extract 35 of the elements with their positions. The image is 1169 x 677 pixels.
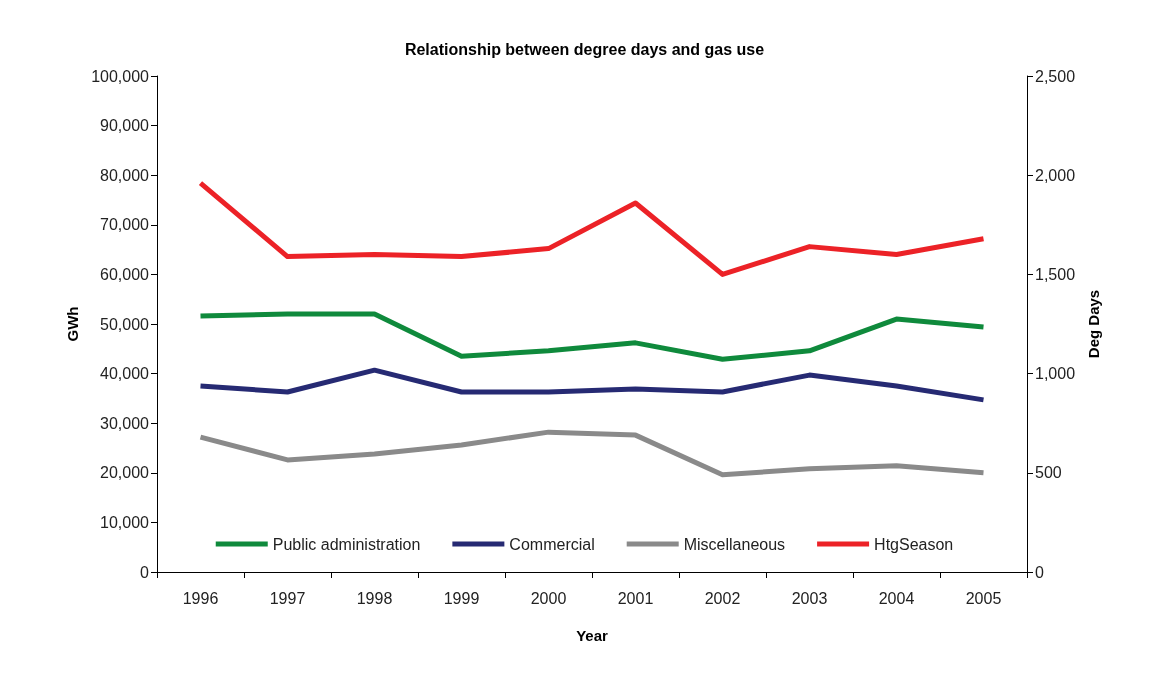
x-tick-label: 1997 — [269, 589, 306, 607]
y2-tick-label: 2,500 — [1035, 67, 1076, 85]
y-axis-title: GWh — [64, 306, 82, 342]
y-tick-label: 50,000 — [100, 315, 150, 333]
y-tick-label: 60,000 — [100, 265, 150, 283]
y-tick-label: 100,000 — [91, 67, 150, 85]
legend-label: HtgSeason — [874, 535, 954, 553]
x-tick-label: 2005 — [965, 589, 1002, 607]
x-tick-label: 2003 — [791, 589, 828, 607]
x-tick-label: 2002 — [704, 589, 741, 607]
y-tick-label: 10,000 — [100, 513, 150, 531]
y2-tick-label: 2,000 — [1035, 166, 1076, 184]
x-tick-label: 2004 — [878, 589, 915, 607]
y-tick-label: 70,000 — [100, 216, 150, 234]
y-tick-label: 80,000 — [100, 166, 150, 184]
y-tick-label: 30,000 — [100, 414, 150, 432]
y-tick-label: 90,000 — [100, 117, 150, 135]
x-axis-title: Year — [576, 627, 609, 644]
y2-tick-label: 0 — [1035, 563, 1044, 581]
x-tick-label: 2001 — [617, 589, 654, 607]
x-tick-label: 1998 — [356, 589, 393, 607]
y2-tick-label: 500 — [1035, 464, 1062, 482]
y-tick-label: 20,000 — [100, 464, 150, 482]
y-tick-label: 0 — [140, 563, 150, 581]
legend-label: Commercial — [509, 535, 595, 553]
y2-axis-title: Deg Days — [1084, 289, 1102, 359]
x-tick-label: 1996 — [182, 589, 219, 607]
x-tick-label: 1999 — [443, 589, 480, 607]
legend-label: Miscellaneous — [683, 535, 786, 553]
chart-title: Relationship between degree days and gas use — [404, 40, 765, 58]
y2-tick-label: 1,000 — [1035, 365, 1076, 383]
y2-tick-label: 1,500 — [1035, 265, 1076, 283]
y-tick-label: 40,000 — [100, 365, 150, 383]
x-tick-label: 2000 — [530, 589, 567, 607]
legend-label: Public administration — [272, 535, 421, 553]
